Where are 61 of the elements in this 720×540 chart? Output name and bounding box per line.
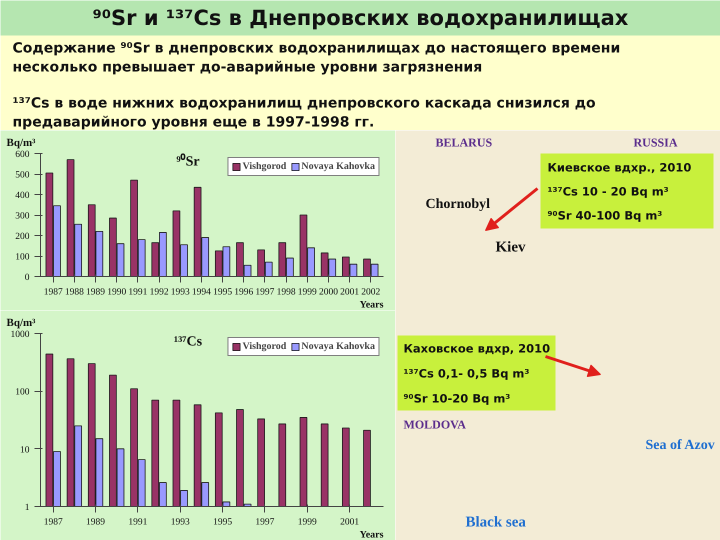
x-tick-label: 1991 [128,288,148,298]
y-axis-title: Bq/m³ [6,137,36,149]
chart-title: ¹³⁷Cs [174,334,203,350]
y-tick-label: 500 [15,170,30,180]
x-axis-title: Years [360,300,384,310]
y-tick-label: 10 [20,445,30,456]
x-tick-label: 1997 [255,288,275,298]
legend-label: Vishgorod [242,341,286,352]
text: ⁹⁰Sr 10-20 Bq m³ [404,392,510,406]
x-tick-label: 1989 [86,288,106,298]
x-tick-label: 2000 [318,288,338,298]
x-tick-label: 2002 [361,288,381,298]
x-tick-label: 1998 [276,288,296,298]
y-tick-label: 100 [15,252,30,262]
x-tick-label: 1994 [192,288,212,298]
text: RUSSIA [634,136,678,150]
y-tick-label: 400 [15,191,30,201]
x-tick-label: 1995 [213,288,232,298]
x-axis-title: Years [360,530,384,540]
x-tick-label: 1993 [170,288,190,298]
y-tick-label: 200 [15,232,30,242]
text: Каховское вдхр, 2010 [404,342,550,356]
x-tick-label: 1989 [86,518,106,528]
legend-label: Vishgorod [242,161,286,172]
x-tick-label: 1987 [44,518,63,528]
x-tick-label: 1992 [150,288,169,298]
y-tick-label: 300 [15,212,30,222]
text: Sea of Azov [646,438,715,453]
x-tick-label: 1990 [107,288,126,298]
text: Киевское вдхр., 2010 [548,160,692,174]
x-tick-label: 1999 [298,288,318,298]
y-axis-title: Bq/m³ [6,317,36,329]
x-tick-label: 1988 [64,288,84,298]
y-tick-label: 1000 [10,330,30,340]
x-tick-label: 1991 [128,518,148,528]
chart-title: ⁹⁰Sr [176,152,200,170]
y-tick-label: 0 [24,273,30,283]
x-tick-label: 1999 [298,518,318,528]
y-tick-label: 100 [15,388,30,398]
text: ¹³⁷Cs в воде нижних водохранилищ днепровского каскада снизился до предаварийного уровня еще в 1997-1998 гг. [12,96,596,130]
text: ¹³⁷Cs 10 - 20 Bq m³ [548,184,669,198]
y-tick-label: 1 [24,503,30,513]
text: MOLDOVA [404,418,466,432]
legend-label: Novaya Kahovka [301,161,375,172]
text: Содержание ⁹⁰Sr в днепровских водохранилищах до настоящего времени несколько превышает до-аварийные уровни загрязнения [12,40,620,76]
x-tick-label: 2001 [340,288,360,298]
text: Kiev [496,240,526,256]
text: BELARUS [436,136,493,150]
text: ⁹⁰Sr и ¹³⁷Cs в Днепровских водохранилищах [92,6,629,30]
x-tick-label: 1987 [44,288,63,298]
text: ¹³⁷Cs 0,1- 0,5 Bq m³ [404,366,530,380]
x-tick-label: 1995 [213,518,232,528]
y-tick-label: 600 [15,150,30,160]
text: Black sea [466,514,526,530]
x-tick-label: 1996 [234,288,254,298]
legend-label: Novaya Kahovka [301,341,375,352]
x-tick-label: 2001 [340,518,360,528]
x-tick-label: 1993 [170,518,190,528]
x-tick-label: 1997 [255,518,275,528]
text: ⁹⁰Sr 40-100 Bq m³ [548,208,662,222]
text: Chornobyl [426,197,490,212]
